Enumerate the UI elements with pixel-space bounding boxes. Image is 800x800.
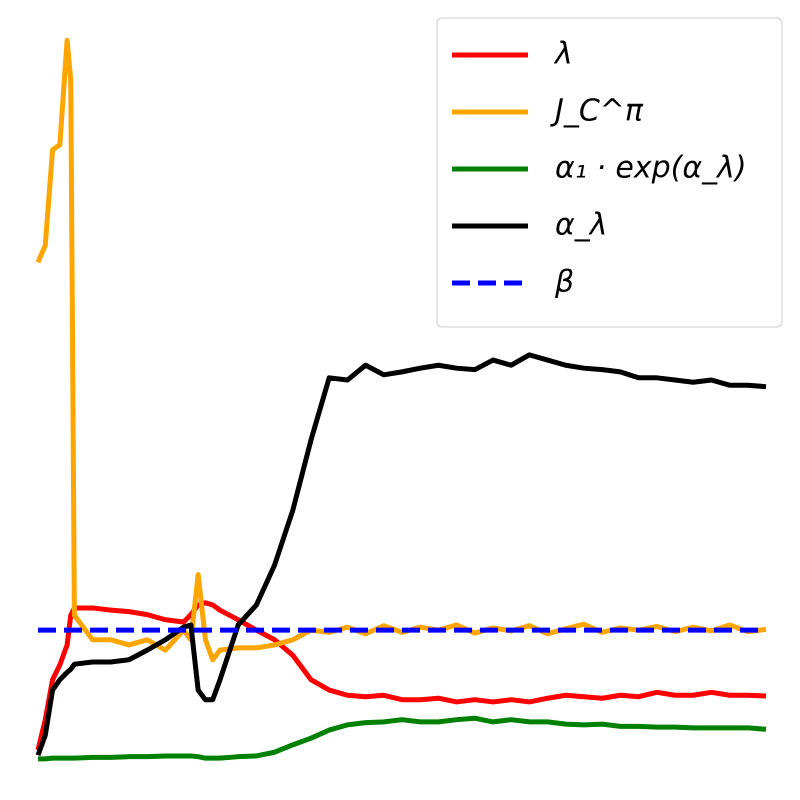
series-line — [38, 715, 767, 762]
legend-label: J_C^π — [550, 94, 644, 129]
legend-label: β — [554, 265, 574, 300]
series-line — [35, 600, 767, 751]
legend-box — [436, 17, 783, 328]
series-line — [35, 352, 767, 757]
legend-label: α_λ — [555, 208, 608, 243]
legend: λ J_C^π α₁ · exp(α_λ) α_λ β — [436, 17, 783, 328]
legend-label: α₁ · exp(α_λ) — [555, 151, 747, 186]
legend-label: λ — [553, 37, 573, 72]
